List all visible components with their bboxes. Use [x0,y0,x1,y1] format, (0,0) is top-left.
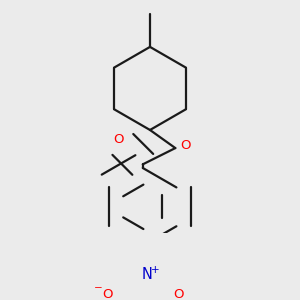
Text: O: O [102,288,112,300]
Text: +: + [151,265,160,275]
Text: O: O [113,133,123,146]
Text: O: O [180,140,191,152]
Text: −: − [94,283,103,293]
Text: N: N [141,268,152,283]
Text: O: O [173,288,184,300]
